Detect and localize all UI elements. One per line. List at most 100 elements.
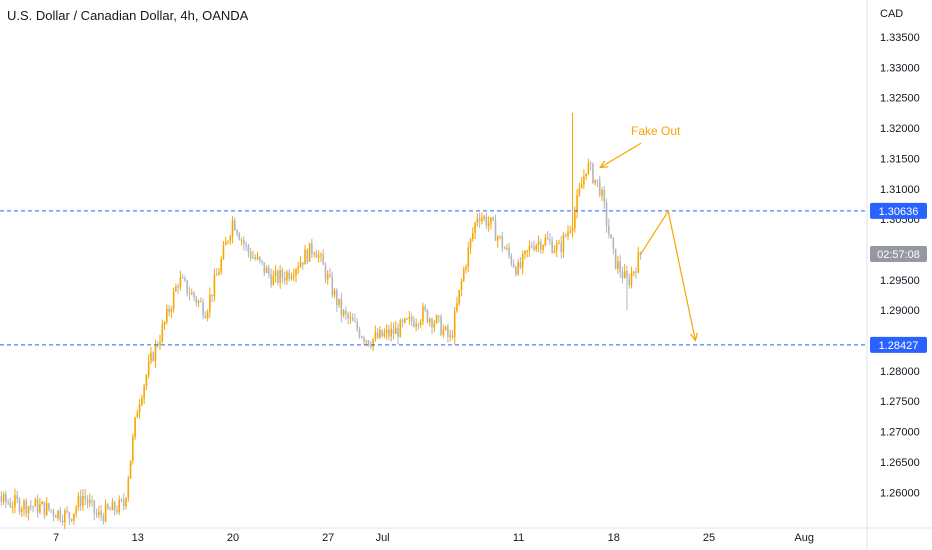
candle-body: [150, 352, 152, 362]
candle-body: [503, 248, 506, 250]
candle-body: [50, 509, 53, 511]
candle-body: [102, 515, 105, 522]
candle-body: [75, 507, 77, 514]
candle-body: [431, 319, 433, 328]
candle-body: [177, 286, 179, 288]
candle-body: [147, 361, 150, 376]
candle-body: [206, 311, 209, 319]
x-tick-label: Jul: [376, 532, 390, 544]
candle-body: [315, 253, 318, 258]
candle-body: [508, 247, 510, 256]
candle-body: [181, 277, 184, 279]
annotation-label: Fake Out: [631, 124, 681, 138]
candle-body: [48, 503, 50, 510]
candle-body: [385, 329, 388, 334]
candle-body: [295, 269, 297, 276]
candle-body: [218, 272, 220, 275]
candle-body: [374, 332, 377, 339]
candle-body: [367, 340, 370, 346]
candle-body: [392, 328, 395, 335]
y-tick-label: 1.31500: [880, 153, 920, 165]
y-tick-label: 1.33000: [880, 62, 920, 74]
candle-body: [0, 496, 3, 502]
candle-body: [574, 212, 576, 229]
candle-body: [39, 504, 41, 513]
candle-body: [86, 498, 89, 504]
candle-body: [512, 263, 515, 268]
candle-body: [283, 277, 286, 281]
candle-body: [492, 217, 495, 221]
candle-body: [18, 499, 21, 513]
candle-body: [467, 247, 470, 267]
candle-body: [286, 272, 288, 281]
candle-body: [336, 290, 338, 306]
currency-label: CAD: [880, 8, 904, 20]
candle-body: [288, 272, 291, 279]
candle-body: [587, 163, 590, 174]
candle-body: [542, 245, 544, 250]
candle-body: [376, 332, 379, 338]
candle-body: [272, 275, 275, 285]
candle-body: [333, 290, 336, 296]
candle-body: [496, 237, 499, 241]
level-price-label: 1.28427: [879, 340, 919, 352]
candle-body: [277, 271, 279, 283]
y-tick-label: 1.28000: [880, 366, 920, 378]
candle-body: [485, 216, 488, 227]
candle-body: [601, 189, 603, 196]
candle-body: [422, 306, 424, 322]
candle-body: [428, 319, 431, 323]
candle-body: [342, 310, 345, 316]
candle-body: [154, 343, 157, 361]
countdown-label: 02:57:08: [877, 249, 920, 261]
x-tick-label: 18: [608, 532, 620, 544]
candle-body: [399, 320, 402, 338]
candle-body: [560, 242, 563, 253]
candle-body: [340, 298, 343, 316]
candle-body: [109, 508, 111, 511]
candle-body: [356, 321, 359, 330]
candle-body: [383, 333, 386, 337]
candle-body: [247, 245, 250, 253]
candle-body: [145, 375, 148, 386]
candle-body: [234, 220, 236, 231]
candle-body: [390, 328, 393, 337]
candle-body: [179, 277, 182, 288]
candle-body: [594, 179, 597, 184]
candle-body: [426, 309, 429, 323]
candle-body: [111, 501, 114, 511]
candle-body: [5, 493, 7, 503]
candle-body: [381, 329, 383, 337]
candle-body: [533, 246, 535, 250]
candle-body: [517, 262, 519, 275]
candle-body: [120, 499, 123, 501]
candle-body: [118, 499, 121, 513]
candle-body: [25, 500, 28, 514]
candle-body: [630, 273, 633, 285]
candle-body: [433, 322, 436, 328]
candle-body: [186, 280, 189, 294]
candle-body: [91, 500, 93, 502]
candle-body: [34, 499, 37, 507]
candle-body: [621, 272, 624, 278]
y-tick-label: 1.31000: [880, 184, 920, 196]
candle-body: [220, 258, 223, 273]
candle-body: [170, 308, 173, 313]
candle-body: [184, 278, 186, 281]
y-tick-label: 1.26000: [880, 487, 920, 499]
candle-body: [213, 274, 216, 296]
level-price-label: 1.30636: [879, 206, 919, 218]
candle-body: [268, 267, 270, 275]
candle-body: [623, 270, 626, 278]
candle-body: [462, 268, 465, 281]
candle-body: [354, 320, 356, 322]
candle-body: [487, 223, 490, 227]
candle-body: [152, 352, 155, 361]
candle-body: [313, 253, 315, 255]
candle-body: [222, 245, 225, 259]
candle-body: [172, 291, 175, 309]
candle-body: [27, 506, 30, 514]
x-tick-label: 11: [513, 532, 524, 544]
candle-body: [161, 324, 164, 342]
